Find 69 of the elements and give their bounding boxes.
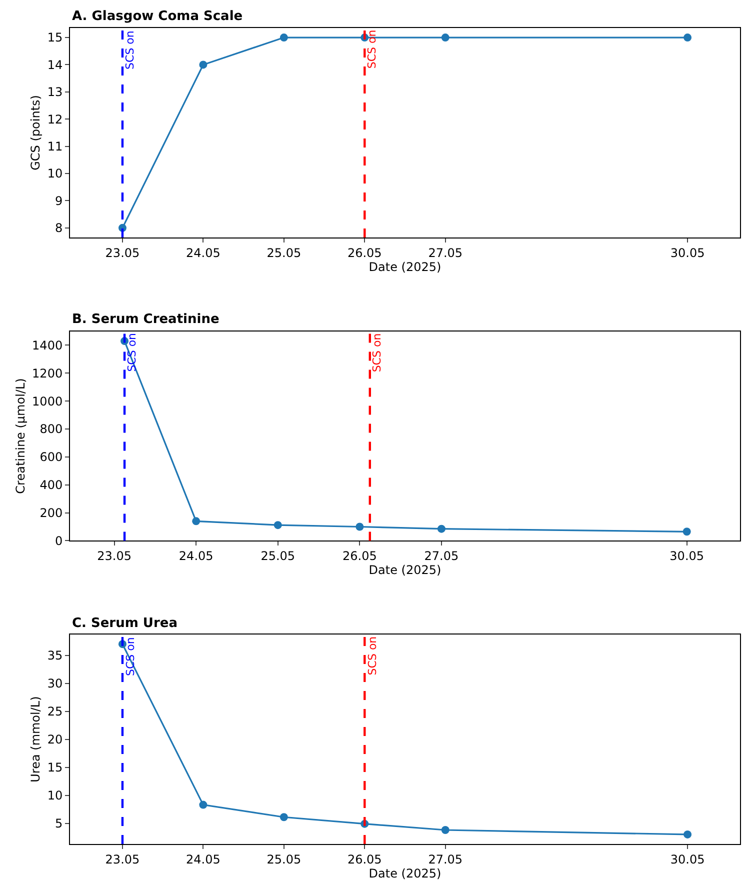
y-tick-label: 1400: [32, 338, 63, 352]
point: [441, 34, 450, 42]
ref-line-label: SCS on: [123, 30, 136, 70]
y-tick-label: 12: [47, 112, 63, 126]
x-axis-title: Date (2025): [368, 866, 442, 880]
y-tick-label: 14: [47, 58, 63, 72]
x-tick-label: 24.05: [178, 549, 214, 564]
y-tick-label: 11: [47, 140, 63, 154]
y-axis-title: GCS (points): [28, 95, 43, 170]
point: [192, 517, 200, 526]
y-axis-title: Urea (mmol/L): [28, 696, 43, 782]
point: [441, 826, 450, 834]
ref-line-label: SCS on: [124, 637, 137, 676]
x-tick-label: 23.05: [97, 549, 132, 564]
y-tick-label: 1000: [32, 394, 63, 408]
point: [199, 800, 208, 809]
x-tick-label: 24.05: [186, 246, 220, 260]
y-tick-label: 25: [47, 704, 63, 718]
x-tick-label: 27.05: [428, 246, 463, 260]
x-tick-label: 27.05: [424, 549, 459, 564]
y-tick-label: 200: [40, 506, 63, 520]
point: [437, 524, 446, 533]
y-tick-label: 1200: [32, 366, 63, 380]
x-tick-label: 26.05: [347, 246, 382, 260]
point: [684, 34, 692, 42]
y-tick-label: 8: [54, 221, 63, 236]
ref-line-label: SCS on: [366, 636, 380, 676]
y-tick-label: 35: [47, 648, 63, 662]
point: [682, 528, 691, 536]
x-tick-label: 23.05: [105, 246, 140, 260]
point: [684, 830, 692, 838]
y-tick-label: 15: [47, 760, 63, 774]
x-tick-label: 25.05: [266, 246, 302, 260]
y-tick-label: 600: [40, 450, 63, 464]
point: [280, 34, 288, 42]
y-axis-title: Creatinine (µmol/L): [13, 378, 28, 494]
y-tick-label: 9: [54, 194, 63, 208]
y-tick-label: 0: [54, 534, 63, 548]
x-tick-label: 30.05: [670, 246, 705, 260]
ref-line-label: SCS on: [370, 333, 384, 372]
y-tick-label: 13: [47, 85, 63, 100]
y-tick-label: 400: [40, 478, 63, 492]
ref-line-label: SCS on: [366, 30, 379, 69]
x-tick-label: 27.05: [428, 852, 463, 866]
x-tick-label: 25.05: [266, 852, 302, 866]
x-tick-label: 26.05: [347, 852, 382, 866]
point: [280, 813, 288, 822]
y-tick-label: 30: [47, 676, 63, 690]
y-tick-label: 5: [54, 816, 63, 830]
y-tick-label: 10: [47, 166, 63, 181]
x-tick-label: 25.05: [260, 549, 296, 564]
x-tick-label: 30.05: [670, 852, 705, 866]
ref-line-label: SCS on: [125, 332, 138, 372]
point: [356, 522, 364, 531]
y-tick-label: 800: [40, 422, 63, 436]
x-tick-label: 30.05: [670, 549, 704, 564]
point: [274, 521, 282, 530]
x-tick-label: 26.05: [342, 549, 377, 564]
chart-title: A. Glasgow Coma Scale: [72, 9, 243, 24]
chart-title: C. Serum Urea: [72, 616, 178, 631]
y-tick-label: 15: [47, 30, 63, 45]
x-axis-title: Date (2025): [368, 563, 442, 578]
x-tick-label: 24.05: [186, 852, 220, 866]
chart-title: B. Serum Creatinine: [72, 312, 220, 327]
y-tick-label: 20: [47, 732, 63, 746]
x-tick-label: 23.05: [105, 852, 140, 866]
point: [199, 60, 208, 69]
x-axis-title: Date (2025): [368, 260, 442, 274]
y-tick-label: 10: [47, 788, 63, 802]
